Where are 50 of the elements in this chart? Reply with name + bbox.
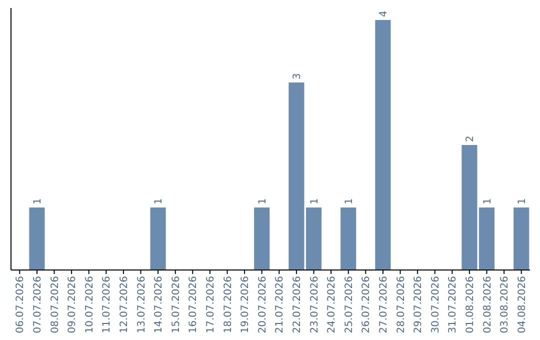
x-tick-label: 01.08.2026 [464,276,476,334]
x-tick-label: 16.07.2026 [188,276,200,334]
x-tick-label: 26.07.2026 [361,276,372,334]
x-tick-label: 04.08.2026 [516,276,528,334]
x-tick-label: 29.07.2026 [413,276,424,334]
x-tick-label: 12.07.2026 [118,276,130,334]
bar [306,208,322,270]
data-label: 1 [516,198,528,204]
data-label: 1 [482,198,494,204]
x-tick-label: 02.08.2026 [482,276,494,334]
data-label: 1 [257,198,268,204]
bar [514,208,530,270]
x-tick-label: 15.07.2026 [170,276,182,334]
x-tick-label: 28.07.2026 [396,276,407,334]
bar [150,208,166,270]
x-tick-label: 03.08.2026 [500,276,511,334]
bar [462,145,478,270]
x-tick-label: 25.07.2026 [344,276,355,334]
x-tick-label: 18.07.2026 [222,276,234,334]
data-label: 1 [344,198,355,204]
x-tick-label: 23.07.2026 [309,276,320,334]
data-label: 2 [464,136,476,142]
x-tick-label: 24.07.2026 [326,276,338,334]
x-tick-label: 13.07.2026 [136,276,148,334]
x-tick-label: 17.07.2026 [205,276,216,334]
bar [478,208,495,270]
x-tick-label: 30.07.2026 [430,276,442,334]
x-tick-label: 08.07.2026 [50,276,61,334]
x-tick-label: 14.07.2026 [154,276,165,334]
x-tick-label: 20.07.2026 [257,276,268,334]
x-tick-label: 31.07.2026 [448,276,459,334]
bar [340,208,356,270]
x-tick-label: 10.07.2026 [84,276,96,334]
x-tick-label: 19.07.2026 [240,276,252,334]
bar [375,20,391,270]
x-tick-label: 27.07.2026 [378,276,390,334]
x-tick-label: 06.07.2026 [15,276,26,334]
data-label: 4 [378,10,390,17]
x-tick-label: 09.07.2026 [67,276,78,334]
bar [288,82,304,270]
bar [29,208,45,270]
bar [254,208,270,270]
data-label: 3 [292,73,303,80]
data-label: 1 [309,198,320,204]
x-tick-label: 07.07.2026 [32,276,44,334]
x-tick-label: 21.07.2026 [274,276,286,334]
x-tick-label: 22.07.2026 [292,276,303,334]
x-tick-label: 11.07.2026 [102,276,113,334]
data-label: 1 [154,198,165,204]
data-label: 1 [32,198,44,204]
